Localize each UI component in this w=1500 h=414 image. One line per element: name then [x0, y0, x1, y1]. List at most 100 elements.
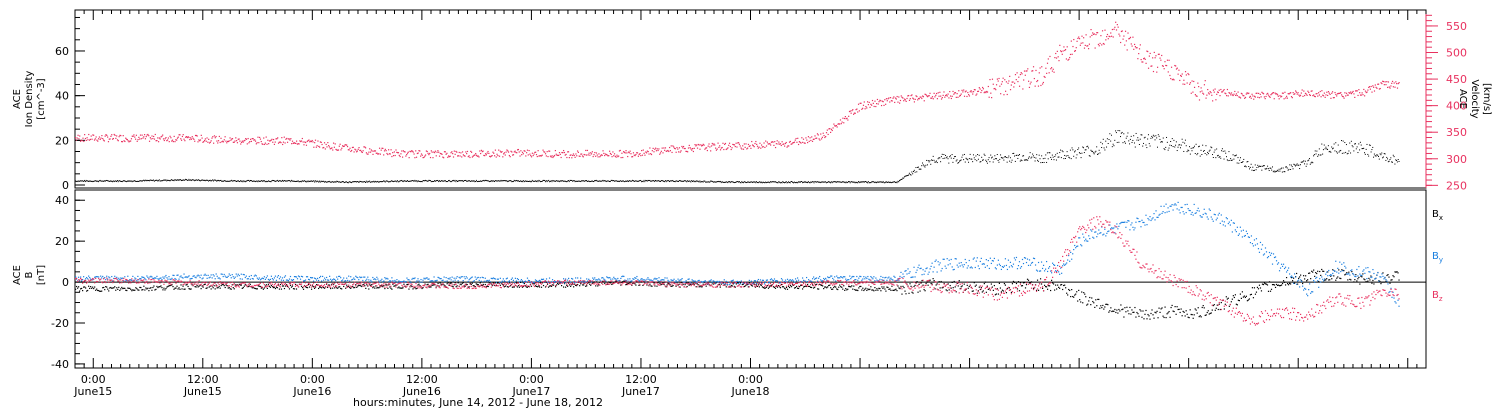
ion-density-point: [1118, 130, 1119, 131]
ion-density-point: [1243, 159, 1244, 160]
velocity-point: [1284, 98, 1285, 99]
velocity-point: [929, 93, 930, 94]
ion-density-point: [1104, 149, 1105, 150]
ion-density-point: [397, 180, 398, 181]
velocity-point: [182, 136, 183, 137]
velocity-point: [190, 137, 191, 138]
ion-density-point: [422, 181, 423, 182]
velocity-point: [761, 144, 762, 145]
velocity-point: [1219, 90, 1220, 91]
velocity-point: [1313, 94, 1314, 95]
ion-density-point: [1305, 161, 1306, 162]
b-point-bx: [1135, 316, 1136, 317]
velocity-point: [1136, 47, 1137, 48]
velocity-point: [197, 141, 198, 142]
b-point-bx: [1020, 282, 1021, 283]
velocity-point: [676, 152, 677, 153]
b-point-by: [166, 277, 167, 278]
velocity-point: [1051, 67, 1052, 68]
top-right-ylabel-line: ACE: [1457, 89, 1468, 109]
ion-density-point: [1366, 149, 1367, 150]
velocity-point: [1201, 87, 1202, 88]
b-point-bx: [1055, 285, 1056, 286]
ion-density-point: [923, 164, 924, 165]
velocity-point: [349, 148, 350, 149]
velocity-point: [335, 143, 336, 144]
ion-density-point: [1351, 141, 1352, 142]
velocity-point: [1226, 95, 1227, 96]
b-point-bx: [1053, 283, 1054, 284]
b-point-by: [87, 278, 88, 279]
velocity-point: [418, 152, 419, 153]
velocity-point: [1259, 97, 1260, 98]
ion-density-point: [1269, 170, 1270, 171]
ion-density-point: [915, 172, 916, 173]
b-point-bx: [485, 284, 486, 285]
b-point-bx: [1314, 276, 1315, 277]
velocity-point: [960, 95, 961, 96]
velocity-point: [1048, 58, 1049, 59]
ion-density-point: [1300, 164, 1301, 165]
velocity-point: [370, 152, 371, 153]
velocity-point: [914, 101, 915, 102]
b-point-by: [300, 279, 301, 280]
velocity-point: [585, 150, 586, 151]
b-point-bx: [851, 285, 852, 286]
ion-density-point: [1368, 156, 1369, 157]
ion-density-point: [1139, 144, 1140, 145]
velocity-point: [723, 149, 724, 150]
velocity-point: [1381, 83, 1382, 84]
ion-density-point: [1148, 134, 1149, 135]
velocity-point: [1224, 89, 1225, 90]
velocity-point: [497, 155, 498, 156]
velocity-point: [890, 97, 891, 98]
velocity-point: [1025, 75, 1026, 76]
velocity-point: [770, 144, 771, 145]
b-point-bx: [1194, 314, 1195, 315]
velocity-point: [323, 147, 324, 148]
velocity-point: [588, 153, 589, 154]
velocity-point: [931, 98, 932, 99]
velocity-point: [84, 134, 85, 135]
velocity-point: [616, 157, 617, 158]
velocity-point: [1205, 98, 1206, 99]
velocity-point: [181, 140, 182, 141]
ion-density-point: [941, 156, 942, 157]
velocity-point: [256, 143, 257, 144]
ion-density-point: [1063, 158, 1064, 159]
ion-density-point: [1256, 169, 1257, 170]
ion-density-point: [427, 181, 428, 182]
b-point-bx: [656, 286, 657, 287]
b-point-bx: [147, 288, 148, 289]
b-point-by: [156, 276, 157, 277]
ion-density-point: [1017, 158, 1018, 159]
ion-density-point: [1137, 137, 1138, 138]
ion-density-point: [699, 181, 700, 182]
b-point-bx: [749, 282, 750, 283]
b-point-bx: [175, 287, 176, 288]
ion-density-point: [314, 181, 315, 182]
b-point-by: [250, 279, 251, 280]
velocity-point: [165, 137, 166, 138]
velocity-point: [969, 95, 970, 96]
ion-density-point: [1372, 147, 1373, 148]
ion-density-point: [1049, 152, 1050, 153]
velocity-point: [505, 152, 506, 153]
ion-density-point: [1159, 136, 1160, 137]
ion-density-point: [997, 154, 998, 155]
b-point-bx: [1259, 285, 1260, 286]
velocity-point: [1317, 95, 1318, 96]
b-point-bx: [418, 284, 419, 285]
velocity-point: [239, 141, 240, 142]
b-point-bx: [1098, 299, 1099, 300]
velocity-point: [484, 155, 485, 156]
b-point-bx: [790, 285, 791, 286]
velocity-point: [1035, 86, 1036, 87]
b-point-bx: [1203, 305, 1204, 306]
velocity-point: [783, 143, 784, 144]
b-point-by: [302, 276, 303, 277]
ion-density-point: [1223, 151, 1224, 152]
b-point-bx: [402, 287, 403, 288]
ion-density-point: [1274, 171, 1275, 172]
velocity-point: [384, 150, 385, 151]
